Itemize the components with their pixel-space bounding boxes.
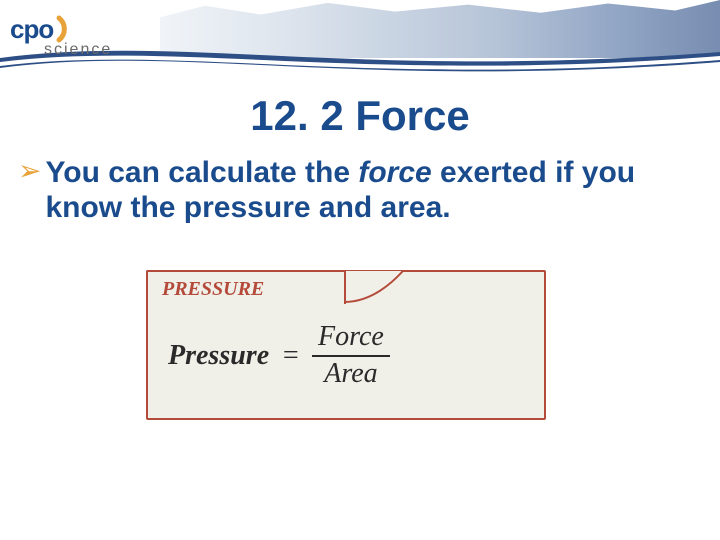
bullet-glyph-icon: ➢ xyxy=(18,156,41,187)
slide-title: 12. 2 Force xyxy=(0,92,720,140)
formula-label: PRESSURE xyxy=(162,278,264,301)
bullet-text: You can calculate the force exerted if y… xyxy=(45,156,702,225)
bullet-italic: force xyxy=(358,156,431,189)
logo-arc-icon xyxy=(55,14,77,44)
logo-text-science: science xyxy=(44,41,160,59)
formula-equation: Pressure = Force Area xyxy=(168,322,390,390)
bullet-pre: You can calculate the xyxy=(45,156,358,189)
formula-box: PRESSURE Pressure = Force Area xyxy=(146,270,546,420)
formula-equals: = xyxy=(281,340,300,372)
bullet-row: ➢ You can calculate the force exerted if… xyxy=(18,156,702,225)
formula-tab-curve xyxy=(344,270,404,304)
formula-fraction: Force Area xyxy=(312,322,390,390)
formula-lhs: Pressure xyxy=(168,340,269,372)
fraction-bar xyxy=(312,355,390,357)
cpo-science-logo: cpo science xyxy=(10,4,160,68)
formula-numerator: Force xyxy=(312,322,390,353)
formula-denominator: Area xyxy=(318,359,383,390)
